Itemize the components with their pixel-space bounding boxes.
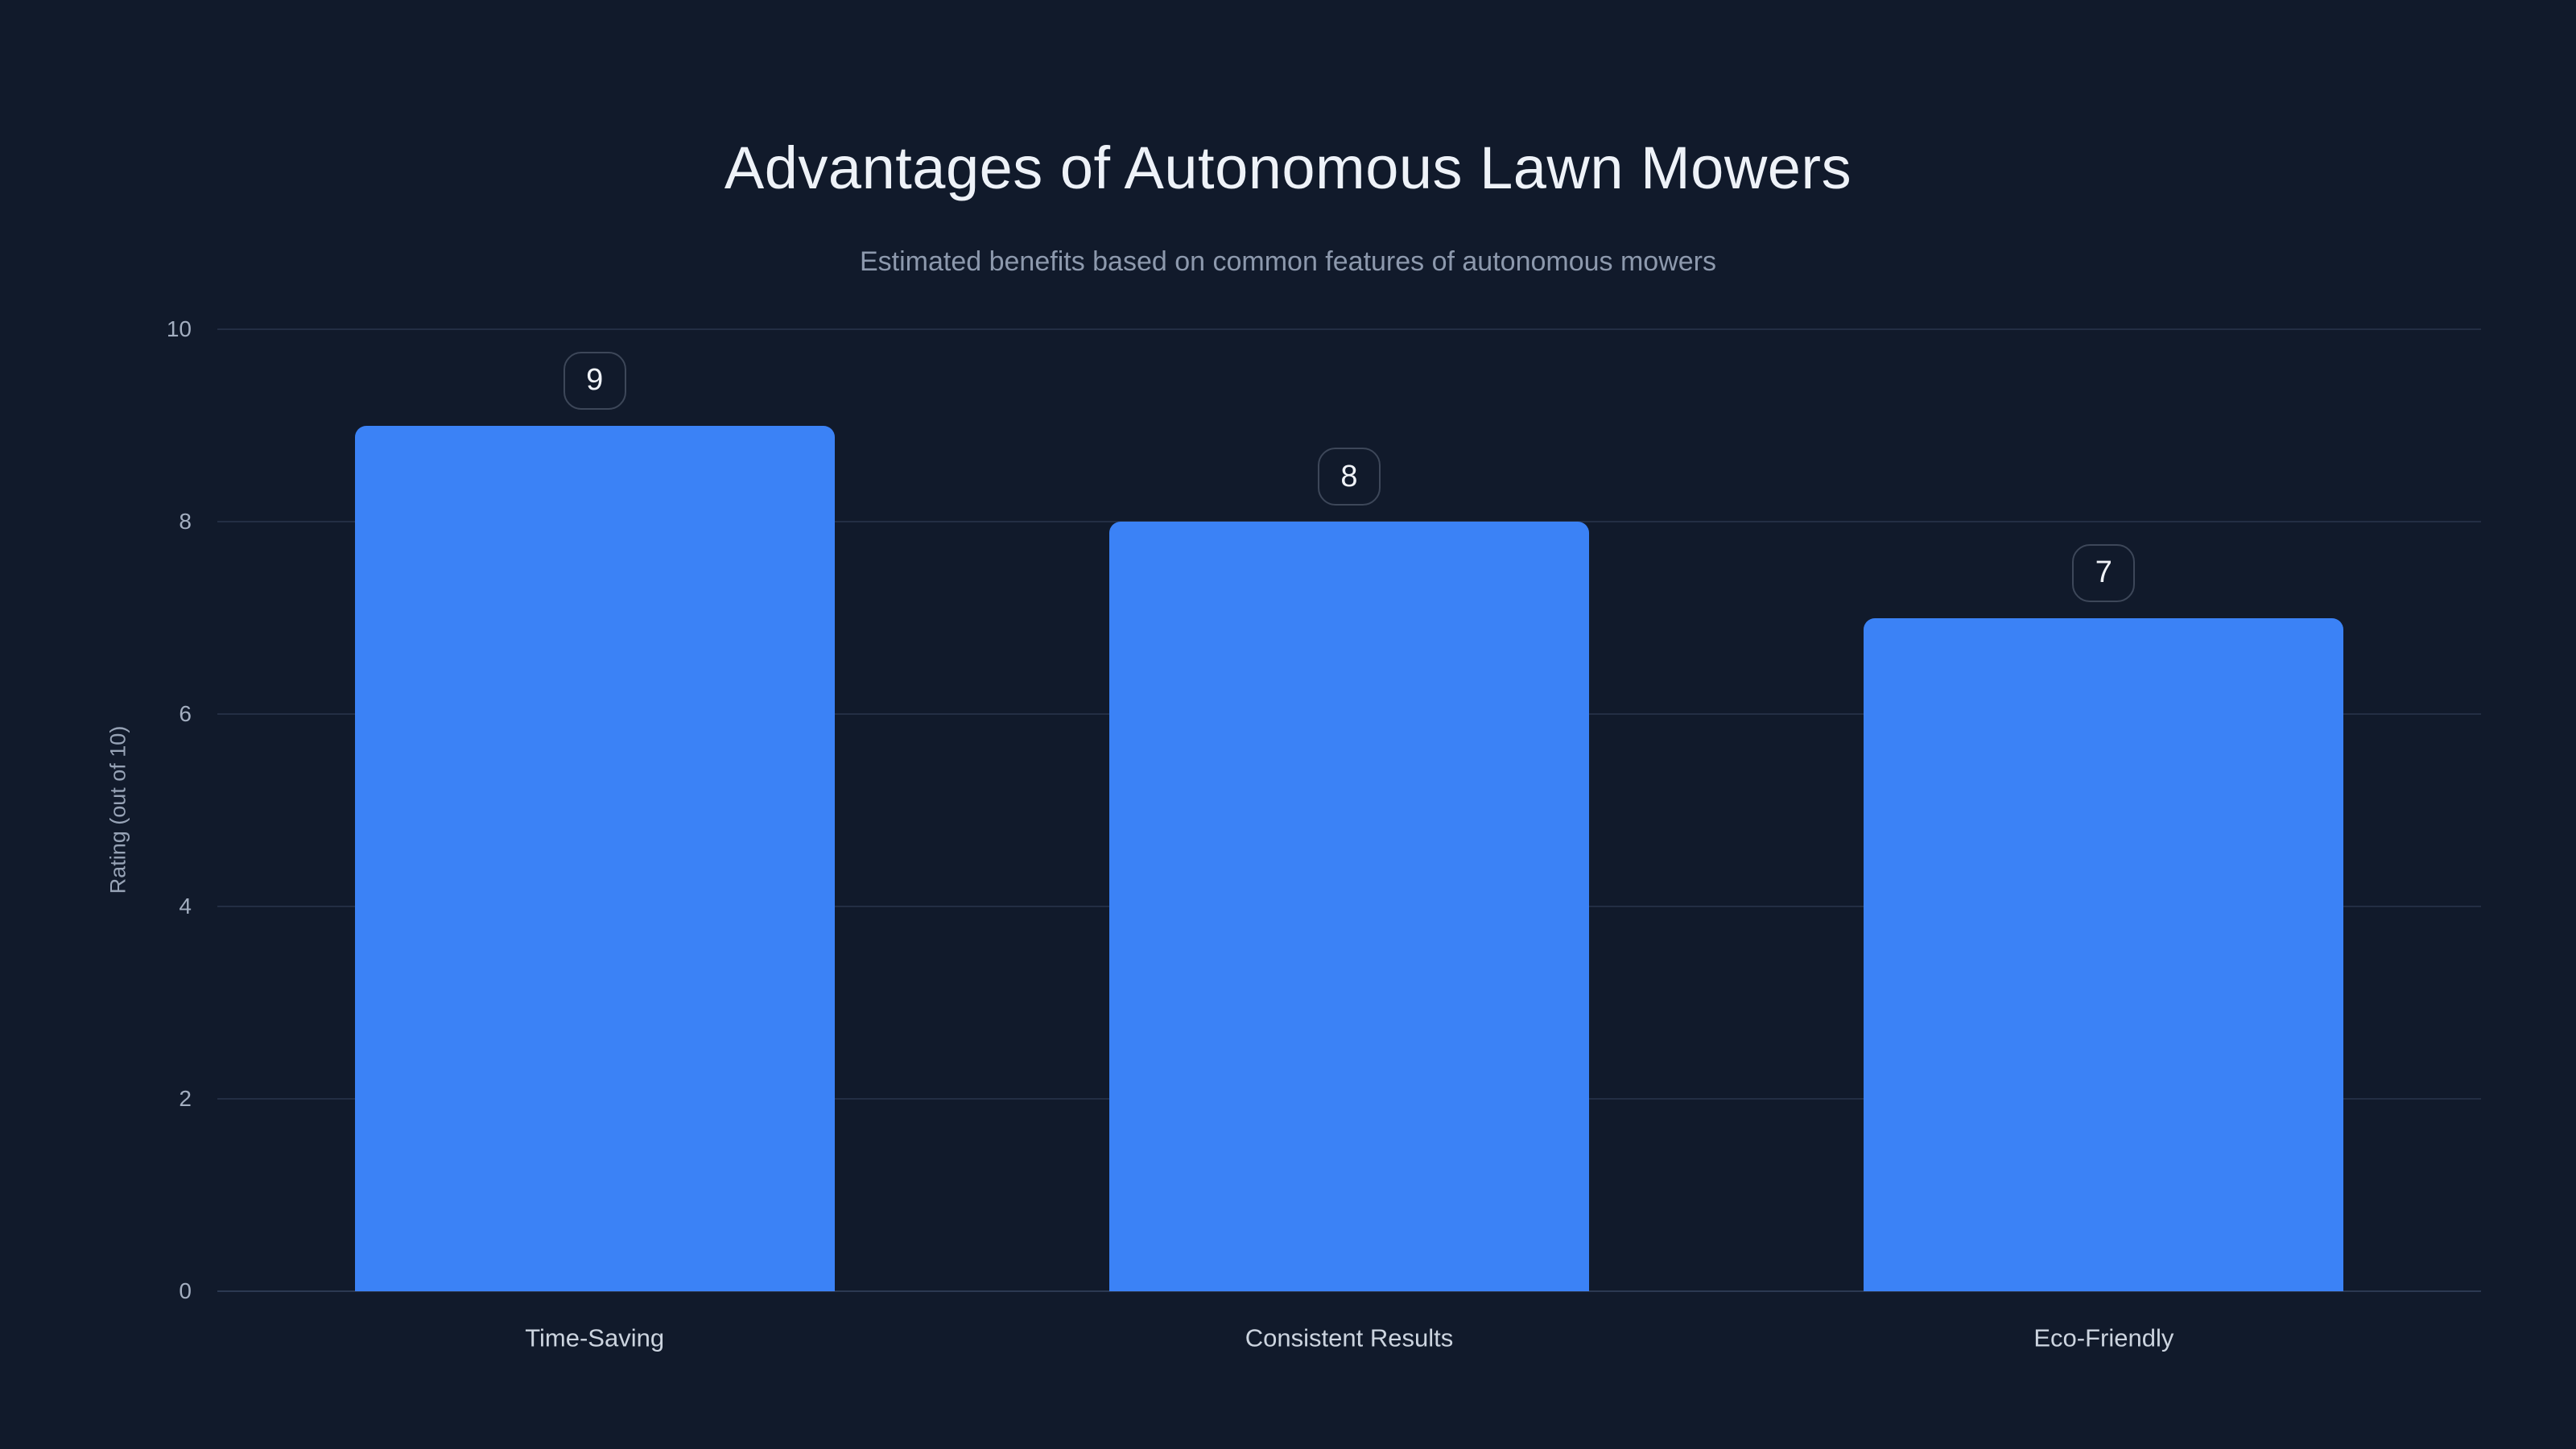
chart-subtitle: Estimated benefits based on common featu… <box>859 246 1716 277</box>
value-badge-7: 7 <box>2072 543 2136 602</box>
gridline-0 <box>217 1290 2481 1292</box>
value-badge-8: 8 <box>1318 448 1381 506</box>
y-tick-label-6: 6 <box>179 701 192 726</box>
value-badge-9: 9 <box>563 351 626 410</box>
y-axis-ticks: 0 2 4 6 8 10 <box>0 318 192 1302</box>
y-tick-label-8: 8 <box>179 509 192 534</box>
y-tick-label-10: 10 <box>166 316 192 341</box>
plot-area: 9 Time-Saving 8 Consistent Results 7 Eco-Frie… <box>217 328 2481 1351</box>
chart-title: Advantages of Autonomous Lawn Mowers <box>724 134 1852 201</box>
x-category-label-time-saving: Time-Saving <box>525 1323 665 1352</box>
y-tick-label-4: 4 <box>179 894 192 919</box>
x-category-label-consistent-results: Consistent Results <box>1245 1323 1454 1352</box>
bar-eco-friendly <box>1864 617 2344 1291</box>
gridline-10 <box>217 328 2481 330</box>
bar-time-saving <box>354 425 835 1291</box>
x-category-label-eco-friendly: Eco-Friendly <box>2033 1323 2174 1352</box>
bar-consistent-results <box>1109 522 1589 1291</box>
y-tick-label-0: 0 <box>179 1278 192 1303</box>
y-tick-label-2: 2 <box>179 1086 192 1111</box>
